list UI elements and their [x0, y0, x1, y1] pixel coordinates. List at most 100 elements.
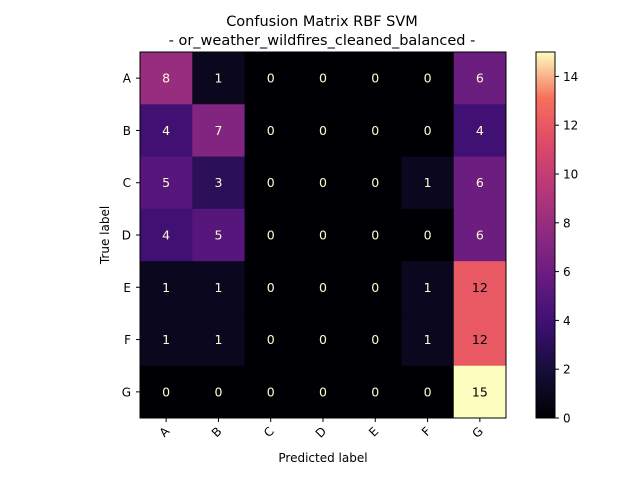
heatmap-cell-label: 1 — [162, 332, 170, 347]
heatmap-cell — [192, 261, 246, 314]
heatmap-cell-label: 0 — [371, 228, 379, 243]
heatmap-cell-label: 1 — [424, 175, 432, 190]
heatmap-cell-labels: 8 1 0 0 0 0 6 4 7 0 0 0 0 4 5 3 0 0 0 1 6 4 5 0 0 0 0 6 1 1 0 0 0 1 12 1 1 0 0… — [162, 71, 488, 400]
heatmap-cell-label: 0 — [319, 280, 327, 295]
heatmap-cell-label: 3 — [214, 175, 222, 190]
heatmap-cell — [244, 208, 298, 262]
heatmap-cell — [349, 104, 402, 158]
heatmap-cell-label: 0 — [424, 228, 432, 243]
heatmap-cell-label: 0 — [162, 384, 170, 399]
chart-subtitle: - or_weather_wildfires_cleaned_balanced … — [169, 33, 476, 49]
heatmap-cell — [453, 208, 507, 262]
heatmap-cell-label: 0 — [267, 280, 275, 295]
x-tick-label: B — [209, 424, 225, 440]
heatmap-cell — [192, 313, 246, 367]
heatmap-cell-label: 0 — [371, 384, 379, 399]
x-tick-label: D — [313, 424, 329, 440]
heatmap-cell-label: 5 — [214, 228, 222, 243]
x-axis-ticks: A B C D E F G — [157, 418, 486, 441]
heatmap-cell-label: 1 — [424, 332, 432, 347]
heatmap-cell-label: 0 — [424, 123, 432, 138]
heatmap-cell-label: 0 — [267, 228, 275, 243]
heatmap-cell — [401, 52, 455, 105]
heatmap-cell — [296, 313, 350, 367]
colorbar-tick-label: 0 — [563, 412, 571, 426]
heatmap-cell-label: 0 — [319, 228, 327, 243]
heatmap-cell-label: 0 — [267, 332, 275, 347]
x-tick-label: A — [157, 424, 173, 440]
heatmap-cell — [453, 156, 507, 210]
heatmap-cell-label: 0 — [371, 123, 379, 138]
colorbar-tick-label: 10 — [563, 168, 578, 182]
heatmap-cell — [244, 313, 298, 367]
heatmap-cell-label: 4 — [162, 123, 170, 138]
heatmap-cell-label: 4 — [162, 228, 170, 243]
x-tick-label: F — [419, 424, 434, 439]
heatmap-cell-label: 6 — [476, 71, 484, 86]
heatmap-cell — [140, 365, 193, 419]
heatmap-cell-label: 0 — [267, 71, 275, 86]
heatmap-cell — [401, 261, 455, 314]
x-axis-label: Predicted label — [278, 451, 367, 465]
heatmap-cell-label: 7 — [214, 123, 222, 138]
colorbar-tick-label: 6 — [563, 265, 571, 279]
heatmap-cell — [140, 156, 193, 210]
colorbar-tick-label: 4 — [563, 314, 571, 328]
heatmap-cell — [140, 313, 193, 367]
heatmap-cell — [349, 261, 402, 314]
heatmap-cell — [401, 156, 455, 210]
heatmap-cells — [140, 52, 507, 419]
y-tick-label: G — [122, 385, 131, 399]
heatmap-cell — [296, 104, 350, 158]
heatmap-cell — [140, 104, 193, 158]
heatmap-cell — [244, 104, 298, 158]
heatmap-cell-label: 12 — [472, 280, 488, 295]
heatmap-cell-label: 0 — [267, 123, 275, 138]
heatmap-cell-label: 0 — [319, 71, 327, 86]
heatmap-cell-label: 0 — [319, 384, 327, 399]
y-tick-label: B — [123, 124, 131, 138]
chart-title: Confusion Matrix RBF SVM — [226, 14, 418, 30]
colorbar-tick-label: 2 — [563, 363, 571, 377]
heatmap-cell-label: 12 — [472, 332, 488, 347]
heatmap-cell — [453, 313, 507, 367]
heatmap-cell-label: 1 — [214, 71, 222, 86]
colorbar-ticks: 0 2 4 6 8 10 12 14 — [555, 70, 578, 426]
heatmap-cell — [244, 261, 298, 314]
heatmap-cell — [140, 52, 193, 105]
heatmap-cell — [296, 261, 350, 314]
heatmap-cell — [192, 365, 246, 419]
colorbar-tick-label: 14 — [563, 70, 578, 84]
heatmap-cell-label: 6 — [476, 228, 484, 243]
heatmap-cell-label: 1 — [424, 280, 432, 295]
heatmap-cell — [401, 104, 455, 158]
y-tick-label: C — [123, 176, 131, 190]
heatmap-cell-label: 8 — [162, 71, 170, 86]
heatmap-cell-label: 0 — [319, 332, 327, 347]
heatmap-cell — [401, 365, 455, 419]
heatmap-cell-label: 0 — [371, 175, 379, 190]
heatmap-cell — [192, 208, 246, 262]
colorbar-tick-label: 12 — [563, 119, 578, 133]
heatmap-cell-label: 1 — [214, 280, 222, 295]
heatmap-cell — [296, 208, 350, 262]
heatmap-cell — [453, 365, 507, 419]
heatmap-cell — [453, 261, 507, 314]
x-tick-label: E — [366, 424, 381, 439]
x-tick-label: G — [469, 424, 485, 440]
heatmap-cell — [192, 104, 246, 158]
heatmap-cell-label: 0 — [424, 384, 432, 399]
heatmap-cell — [349, 313, 402, 367]
colorbar-tick-label: 8 — [563, 216, 571, 230]
heatmap-cell-label: 0 — [267, 175, 275, 190]
y-tick-label: F — [124, 333, 131, 347]
heatmap-cell-label: 1 — [214, 332, 222, 347]
y-axis-ticks: A B C D E F G — [122, 72, 140, 399]
heatmap-cell-label: 0 — [371, 280, 379, 295]
heatmap-cell — [192, 156, 246, 210]
heatmap-cell — [244, 52, 298, 105]
heatmap-cell-label: 0 — [319, 175, 327, 190]
colorbar — [535, 51, 556, 419]
heatmap-cell — [296, 365, 350, 419]
